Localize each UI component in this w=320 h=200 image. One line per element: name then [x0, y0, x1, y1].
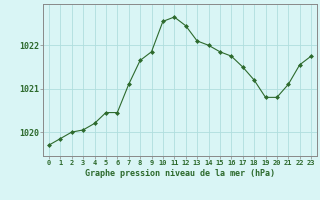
X-axis label: Graphe pression niveau de la mer (hPa): Graphe pression niveau de la mer (hPa): [85, 169, 275, 178]
